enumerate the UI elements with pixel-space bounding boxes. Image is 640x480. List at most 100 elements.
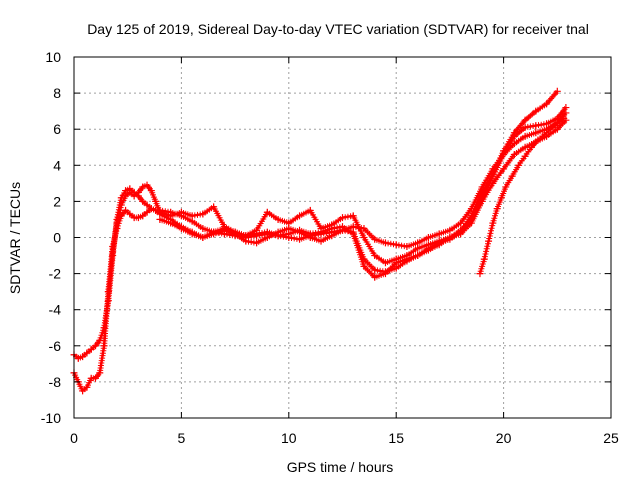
data-point xyxy=(96,336,104,344)
grid-lines xyxy=(74,57,611,418)
data-point xyxy=(534,136,542,144)
data-point xyxy=(328,224,336,232)
data-point xyxy=(497,194,505,202)
data-point xyxy=(508,172,516,180)
data-point xyxy=(91,374,99,382)
y-tick-label: 2 xyxy=(53,193,61,209)
data-point xyxy=(489,219,497,227)
data-point xyxy=(296,226,304,234)
data-point xyxy=(457,219,465,227)
data-point xyxy=(478,183,486,191)
axis-ticks: 0 5 10 15 20 25 -10 -8 -6 -4 -2 0 2 4 6 8 10 xyxy=(41,49,619,446)
data-point xyxy=(274,215,282,223)
x-axis-label: GPS time / hours xyxy=(287,459,394,475)
data-point xyxy=(199,234,207,241)
data-point xyxy=(126,210,134,218)
data-point xyxy=(210,203,218,211)
data-point xyxy=(476,270,484,278)
data-point xyxy=(253,230,261,238)
data-point xyxy=(489,179,497,187)
data-point xyxy=(147,205,155,213)
data-point xyxy=(79,387,87,395)
data-point xyxy=(392,241,400,249)
series-track-e xyxy=(476,114,568,278)
data-point xyxy=(424,234,432,241)
data-point xyxy=(188,212,196,220)
data-point xyxy=(188,230,196,238)
data-point xyxy=(424,246,432,254)
data-point xyxy=(493,205,501,213)
data-point xyxy=(467,205,475,213)
data-point xyxy=(515,161,523,169)
data-point xyxy=(562,104,570,112)
data-point xyxy=(156,215,164,223)
data-point xyxy=(371,266,379,274)
data-point xyxy=(87,345,95,353)
data-point xyxy=(553,125,561,133)
data-point xyxy=(117,201,125,209)
data-point xyxy=(147,187,155,195)
data-point xyxy=(349,212,357,220)
data-point xyxy=(339,223,346,231)
data-point xyxy=(177,224,185,232)
x-tick-label: 25 xyxy=(603,430,619,446)
data-point xyxy=(83,349,91,357)
data-point xyxy=(349,223,357,231)
series-track-b xyxy=(70,109,570,395)
data-point xyxy=(403,243,411,251)
y-tick-label: 0 xyxy=(53,230,61,246)
data-point xyxy=(521,123,529,131)
data-point xyxy=(134,214,142,222)
data-point xyxy=(139,197,147,205)
data-point xyxy=(130,192,138,200)
data-point xyxy=(263,208,271,216)
y-tick-label: -10 xyxy=(41,410,61,426)
data-point xyxy=(457,230,465,238)
data-point xyxy=(285,230,293,238)
data-point xyxy=(231,228,239,236)
x-tick-label: 5 xyxy=(178,430,186,446)
data-point xyxy=(79,353,87,361)
data-point xyxy=(446,234,454,241)
y-tick-label: -6 xyxy=(49,338,62,354)
data-point xyxy=(528,143,536,151)
data-point xyxy=(143,208,151,216)
data-point xyxy=(489,172,497,180)
data-point xyxy=(510,132,518,140)
data-point xyxy=(560,114,568,122)
data-point xyxy=(521,132,529,140)
data-point xyxy=(480,255,488,263)
data-point xyxy=(485,237,493,245)
data-point xyxy=(500,165,508,173)
data-point xyxy=(328,232,336,240)
data-point xyxy=(435,230,443,238)
data-point xyxy=(199,224,207,232)
data-point xyxy=(339,214,346,222)
data-point xyxy=(543,129,551,137)
data-point xyxy=(285,219,293,227)
data-point xyxy=(317,228,325,236)
data-point xyxy=(543,120,551,128)
data-point xyxy=(521,143,529,151)
data-point xyxy=(199,210,207,218)
data-point xyxy=(104,288,112,296)
series-line xyxy=(72,112,567,393)
series-track-d xyxy=(156,116,570,281)
data-point xyxy=(139,183,147,191)
x-tick-label: 10 xyxy=(281,430,297,446)
data-point xyxy=(551,122,559,130)
data-point xyxy=(360,262,368,270)
data-point xyxy=(532,107,540,115)
data-point xyxy=(317,237,325,245)
data-point xyxy=(371,252,379,260)
data-point xyxy=(156,208,164,216)
y-tick-label: 4 xyxy=(53,157,61,173)
series-line xyxy=(107,106,567,292)
data-point xyxy=(510,150,518,158)
data-point xyxy=(371,235,379,243)
data-point xyxy=(296,235,304,243)
data-series xyxy=(70,87,570,395)
x-tick-label: 0 xyxy=(70,430,78,446)
x-tick-label: 20 xyxy=(496,430,512,446)
data-point xyxy=(210,228,218,236)
